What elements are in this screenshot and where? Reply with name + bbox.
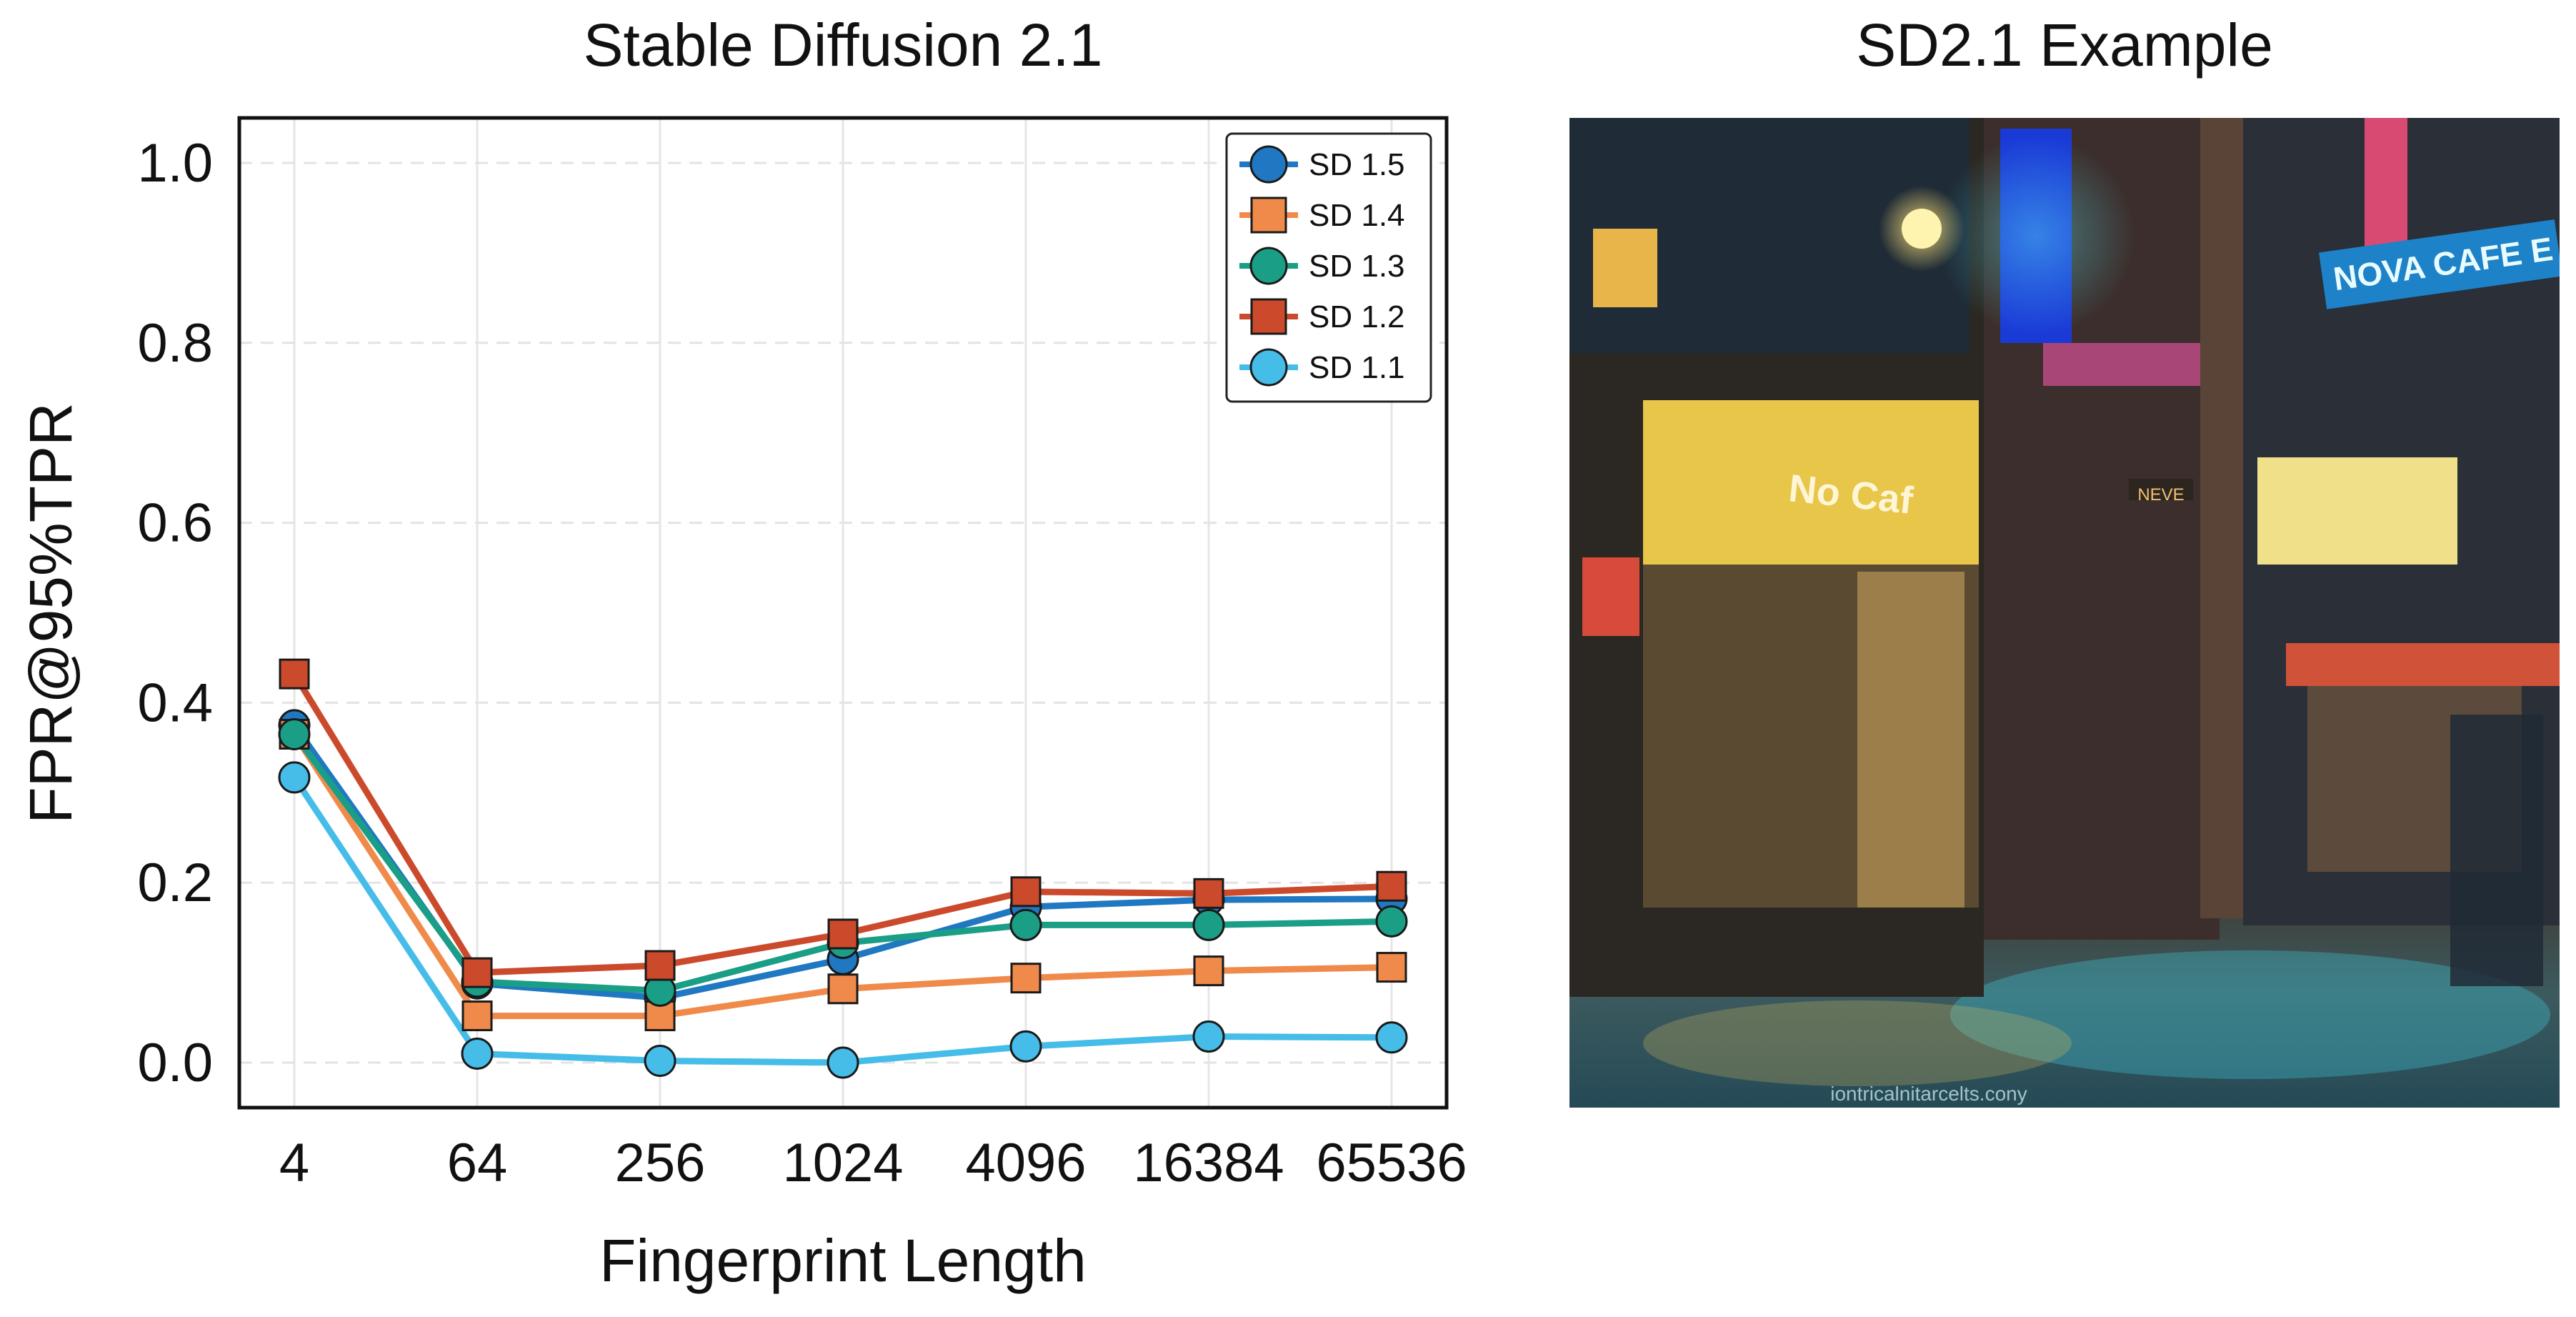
data-point (1193, 878, 1224, 909)
legend-marker (1249, 247, 1288, 285)
y-axis: 0.0 0.2 0.4 0.6 0.8 1.0 (137, 133, 213, 1093)
data-point (1192, 908, 1225, 941)
y-tick-label: 1.0 (137, 133, 213, 194)
grid (239, 118, 1447, 1108)
yellow-storefront (1643, 400, 1979, 565)
example-title: SD2.1 Example (1856, 11, 2273, 79)
watermark-text: iontricalnitarcelts.cony (1830, 1083, 2027, 1105)
y-tick-label: 0.2 (137, 853, 213, 913)
data-point (1376, 952, 1407, 983)
pillar (2200, 118, 2243, 918)
x-tick-label: 256 (615, 1133, 706, 1193)
chart: Stable Diffusion 2.1 0.00.20.40.60.81.0 … (17, 11, 1467, 1294)
y-tick-label: 0.8 (137, 313, 213, 374)
small-sign-text: NEVE (2137, 485, 2184, 505)
x-axis: 4 64 256 1024 4096 16384 65536 (279, 1133, 1467, 1193)
example-image: No Caf NOVA CAFE E NEVE iontricalnitarce… (1569, 118, 2560, 1108)
data-point (1010, 876, 1042, 908)
x-tick-label: 4 (279, 1133, 309, 1193)
chart-title: Stable Diffusion 2.1 (584, 11, 1103, 79)
data-point (827, 918, 859, 950)
data-point (644, 950, 676, 981)
data-point (1193, 955, 1224, 987)
legend: SD 1.5 SD 1.4 SD 1.3 SD 1.2 SD 1.1 (1225, 132, 1432, 403)
data-point (461, 957, 493, 988)
blue-cafe-sign (2319, 219, 2560, 309)
y-axis-label: FPR@95%TPR (17, 402, 84, 823)
legend-label: SD 1.3 (1309, 249, 1405, 284)
legend-label: SD 1.1 (1309, 350, 1405, 385)
x-axis-label: Fingerprint Length (599, 1227, 1087, 1294)
data-point (461, 1037, 494, 1070)
data-point (278, 717, 311, 750)
x-tick-label: 1024 (782, 1133, 903, 1193)
y-tick-label: 0.0 (137, 1033, 213, 1093)
legend-label: SD 1.2 (1309, 299, 1405, 334)
y-tick-label: 0.6 (137, 493, 213, 554)
data-point (1375, 1021, 1408, 1054)
x-tick-label: 16384 (1133, 1133, 1284, 1193)
street (1569, 879, 2560, 1108)
x-tick-label: 65536 (1316, 1133, 1467, 1193)
legend-label: SD 1.4 (1309, 198, 1405, 233)
legend-marker (1249, 145, 1288, 184)
data-point (644, 1045, 677, 1078)
legend-marker (1249, 348, 1288, 387)
x-tick-label: 4096 (965, 1133, 1086, 1193)
example-panel: SD2.1 Example (1569, 11, 2560, 1108)
data-point (1192, 1020, 1225, 1053)
legend-label: SD 1.5 (1309, 147, 1405, 182)
y-tick-label: 0.4 (137, 672, 213, 733)
data-point (279, 658, 310, 690)
data-point (1376, 870, 1407, 902)
series-layer (278, 658, 1408, 1079)
data-point (1009, 1030, 1042, 1063)
data-point (461, 1000, 493, 1032)
legend-marker (1250, 298, 1287, 335)
legend-marker (1250, 197, 1287, 234)
data-point (1010, 963, 1042, 994)
data-point (827, 973, 859, 1005)
data-point (827, 1046, 859, 1079)
data-point (1375, 905, 1408, 938)
plot-frame (237, 116, 1449, 1110)
data-point (1009, 908, 1042, 941)
data-point (278, 761, 311, 794)
x-tick-label: 64 (447, 1133, 508, 1193)
